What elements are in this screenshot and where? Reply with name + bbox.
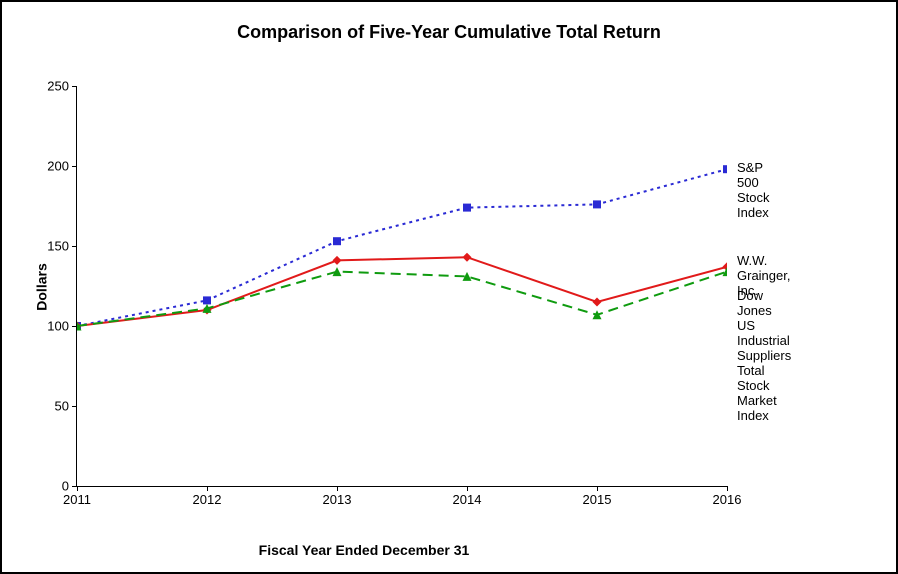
series-label: S&P 500 Stock Index bbox=[737, 161, 770, 221]
series-label: Dow Jones US Industrial Suppliers Total … bbox=[737, 289, 791, 423]
series-line bbox=[77, 272, 727, 326]
chart-title: Comparison of Five-Year Cumulative Total… bbox=[2, 22, 896, 43]
series-line bbox=[77, 257, 727, 326]
y-axis-label: Dollars bbox=[34, 263, 50, 310]
series-layer bbox=[77, 86, 727, 486]
plot-area: 050100150200250201120122013201420152016S… bbox=[76, 86, 727, 487]
x-axis-label: Fiscal Year Ended December 31 bbox=[2, 542, 726, 558]
chart-frame: Comparison of Five-Year Cumulative Total… bbox=[0, 0, 898, 574]
series-line bbox=[77, 169, 727, 326]
